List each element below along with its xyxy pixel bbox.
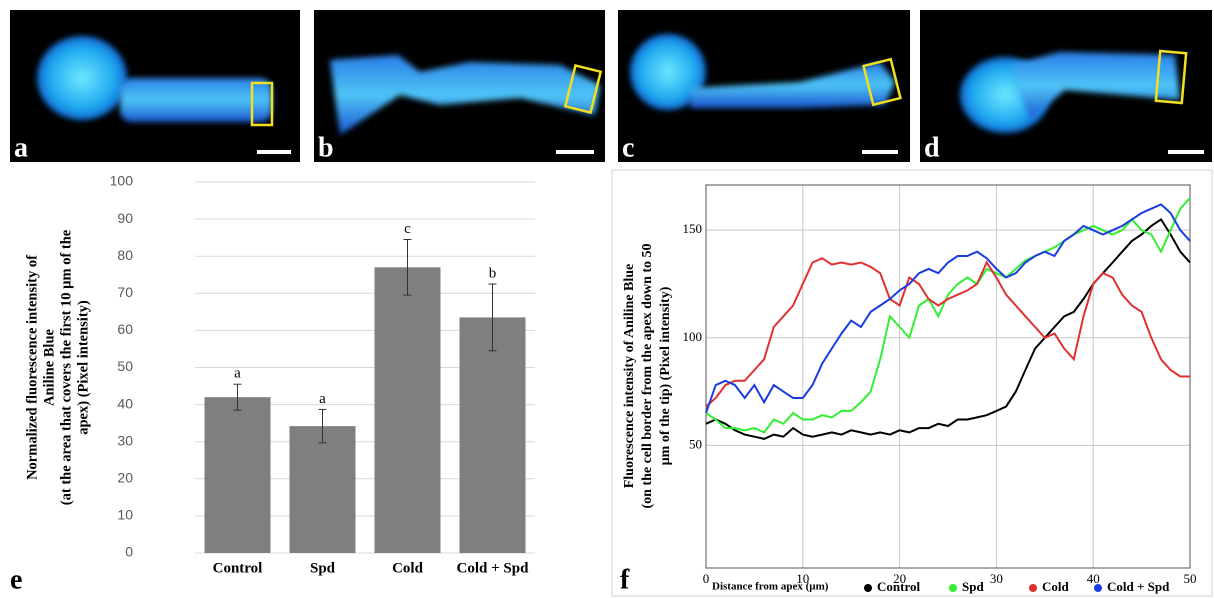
y-tick-label: 60 [117, 321, 133, 337]
pollen-tube [690, 62, 895, 108]
y-tick-label: 100 [110, 173, 134, 189]
x-axis-label: Distance from apex (µm) [712, 581, 829, 593]
y-tick-label: 30 [117, 432, 133, 448]
y-axis-label: (on the cell border from the apex down t… [640, 243, 655, 508]
annotation: c [404, 221, 411, 237]
legend-marker [949, 584, 957, 592]
scale-bar [556, 150, 594, 154]
cell-body [37, 36, 127, 120]
x-tick-label: Spd [310, 560, 336, 576]
x-tick-label: 10 [796, 571, 809, 586]
x-tick-label: Control [213, 560, 263, 576]
roi-box [563, 63, 603, 115]
y-axis-label: µm of the tip) (Pixel intensity) [658, 286, 673, 465]
x-tick-label: 40 [1087, 571, 1100, 586]
y-axis-label: apex) (Pixel intensity) [75, 300, 91, 435]
y-tick-label: 50 [117, 358, 133, 374]
legend-marker [1094, 584, 1102, 592]
data-line [705, 257, 1190, 408]
scale-bar [1168, 150, 1204, 154]
bar [374, 267, 441, 553]
bar [289, 426, 356, 553]
legend-label: Control [877, 579, 920, 594]
y-tick-label: 100 [683, 329, 703, 344]
x-tick-label: Cold [392, 560, 424, 576]
error-bar [318, 408, 327, 444]
panel-label: a [14, 132, 28, 163]
y-tick-label: 70 [117, 284, 133, 300]
error-bar [403, 239, 412, 296]
y-tick-label: 50 [689, 436, 702, 451]
data-line [705, 197, 1191, 434]
y-axis-label: Aniline Blue [41, 328, 57, 406]
data-line [705, 217, 1191, 440]
x-tick-label: Cold + Spd [457, 560, 530, 576]
y-tick-label: 10 [117, 507, 133, 523]
legend-label: Cold [1042, 579, 1070, 594]
legend-label: Spd [962, 579, 984, 594]
panel-label: d [924, 132, 940, 163]
x-tick-label: 50 [1184, 571, 1197, 586]
x-tick-label: 30 [990, 571, 1003, 586]
panel-border [611, 169, 1213, 597]
annotation: a [319, 391, 326, 407]
cell-body [630, 34, 706, 110]
error-bar [488, 283, 497, 352]
pollen-tube [330, 55, 600, 135]
y-tick-label: 0 [125, 544, 133, 560]
y-axis-label: (at the area that covers the first 10 µm… [58, 229, 74, 505]
y-tick-label: 150 [683, 221, 703, 236]
panel-label: e [10, 564, 22, 595]
panel-label: c [622, 132, 634, 163]
panel-label: b [318, 132, 334, 163]
y-axis-label: Fluorescence intensity of Aniline Blue [622, 264, 637, 489]
roi-box [1154, 49, 1188, 105]
y-tick-label: 20 [117, 470, 133, 486]
legend-label: Cold + Spd [1107, 579, 1170, 594]
annotation: a [234, 366, 241, 382]
y-axis-label: Normalized fluorescence intensity of [24, 255, 40, 480]
pollen-tube [1010, 52, 1180, 120]
bar [204, 397, 271, 553]
x-tick-label: 20 [893, 571, 906, 586]
y-tick-label: 80 [117, 247, 133, 263]
error-bar [233, 383, 242, 411]
y-tick-label: 90 [117, 210, 133, 226]
panel-label: f [620, 564, 630, 595]
x-tick-label: 0 [703, 571, 710, 586]
legend-marker [1029, 584, 1037, 592]
pollen-tube [120, 78, 272, 122]
annotation: b [489, 265, 497, 281]
roi-box [250, 81, 274, 127]
micrographs [10, 10, 1212, 162]
scale-bar [862, 150, 898, 154]
scale-bar [257, 150, 291, 154]
roi-box [862, 57, 902, 107]
plot-frame [705, 184, 1191, 569]
y-tick-label: 40 [117, 395, 133, 411]
legend-marker [864, 584, 872, 592]
bar [459, 317, 526, 553]
data-line [705, 203, 1191, 414]
